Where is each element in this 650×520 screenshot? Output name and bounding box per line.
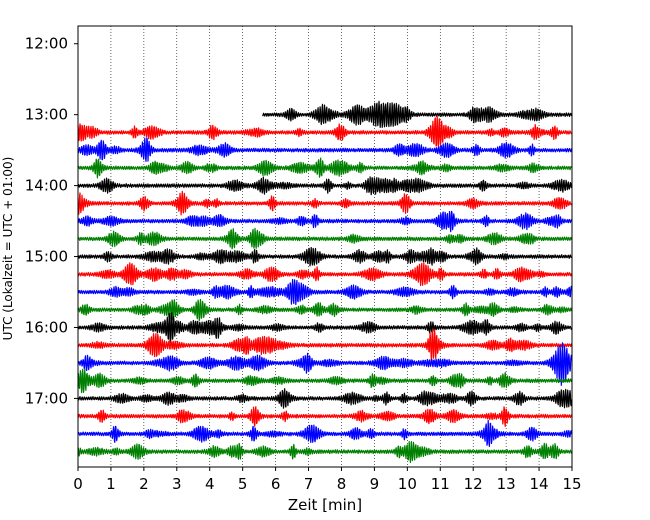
trace-1730 (77, 419, 573, 447)
trace-1600 (77, 312, 573, 346)
trace-1330 (77, 137, 573, 162)
trace-1315 (77, 115, 573, 147)
trace-1615 (77, 329, 573, 361)
trace-1545 (77, 298, 573, 322)
y-tick-label: 12:00 (25, 35, 68, 53)
trace-1745 (77, 441, 573, 463)
x-tick-label: 14 (530, 475, 549, 493)
y-tick-label: 16:00 (25, 318, 68, 336)
trace-1515 (77, 262, 573, 287)
x-tick-label: 15 (562, 475, 581, 493)
trace-1445 (77, 227, 573, 250)
x-tick-label: 12 (464, 475, 483, 493)
trace-1400 (77, 176, 573, 196)
trace-1345 (77, 157, 573, 179)
y-tick-label: 13:00 (25, 106, 68, 124)
x-tick-label: 9 (370, 475, 380, 493)
trace-1715 (77, 406, 573, 427)
trace-1530 (77, 278, 573, 306)
x-tick-label: 10 (398, 475, 417, 493)
traces (77, 100, 573, 463)
x-axis: 0 1 2 3 4 5 6 7 8 9 10 11 12 13 14 15 (73, 467, 582, 493)
x-tick-label: 4 (205, 475, 215, 493)
x-tick-label: 3 (172, 475, 182, 493)
x-tick-label: 5 (238, 475, 248, 493)
x-tick-label: 2 (139, 475, 149, 493)
x-tick-label: 0 (73, 475, 83, 493)
trace-1415 (77, 190, 573, 216)
x-axis-label: Zeit [min] (288, 496, 362, 514)
y-axis: 12:00 13:00 14:00 15:00 16:00 17:00 (25, 35, 78, 407)
trace-1645 (77, 368, 573, 394)
y-tick-label: 15:00 (25, 248, 68, 266)
y-tick-label: 17:00 (25, 389, 68, 407)
x-tick-label: 13 (497, 475, 516, 493)
plot-frame (77, 25, 573, 468)
x-tick-label: 8 (337, 475, 347, 493)
x-tick-label: 7 (304, 475, 314, 493)
trace-1630 (77, 342, 573, 386)
y-axis-label: UTC (Lokalzeit = UTC + 01:00) (1, 157, 15, 341)
x-tick-label: 11 (431, 475, 450, 493)
x-tick-label: 1 (106, 475, 116, 493)
trace-1300 (262, 100, 573, 128)
trace-1700 (77, 388, 573, 409)
y-tick-label: 14:00 (25, 177, 68, 195)
trace-1430 (77, 210, 572, 233)
trace-1500 (77, 246, 572, 267)
x-tick-label: 6 (271, 475, 281, 493)
